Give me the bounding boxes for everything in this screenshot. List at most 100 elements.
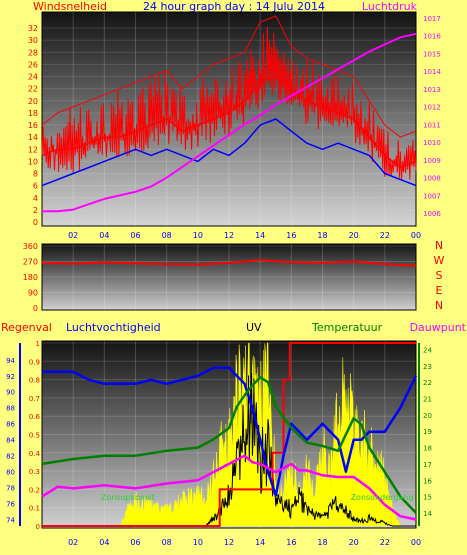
gust-line	[41, 118, 417, 187]
humidity-tick-label: 90	[6, 389, 15, 397]
temperature-tick-label: 23	[423, 363, 432, 371]
wind-max-line	[41, 15, 417, 138]
direction-tick-label: 0	[33, 304, 38, 313]
wind-average-line	[41, 75, 417, 169]
rain-tick-label: 0.7	[29, 395, 40, 403]
pressure-tick-label: 1014	[423, 68, 441, 76]
hour-tick-label: 06	[130, 538, 140, 547]
temperature-tick-label: 22	[423, 379, 432, 387]
humidity-legend-label: Luchtvochtigheid	[66, 321, 161, 334]
hour-tick-label: 14	[255, 231, 265, 240]
direction-axis-ticks: 0 90 180 270 360	[23, 242, 38, 313]
wind-tick-label: 4	[33, 194, 38, 203]
compass-label: E	[436, 284, 443, 297]
temperature-tick-label: 20	[423, 412, 432, 420]
humidity-tick-label: 86	[6, 421, 15, 429]
humidity-tick-label: 94	[6, 357, 15, 365]
rain-tick-label: 0.9	[29, 358, 40, 366]
pressure-tick-label: 1007	[423, 192, 441, 200]
wind-tick-label: 24	[28, 73, 38, 82]
rain-tick-label: 0.3	[29, 468, 40, 476]
uv-legend-label: UV	[246, 321, 262, 334]
hour-tick-label: 12	[224, 538, 234, 547]
hour-tick-label: 08	[162, 538, 172, 547]
temperature-tick-label: 14	[423, 510, 432, 518]
hour-tick-label: 22	[380, 231, 390, 240]
pressure-tick-label: 1009	[423, 157, 441, 165]
hour-axis-ticks: 02 04 06 08 10 12 14 16 18 20 22 00	[68, 538, 421, 547]
hour-tick-label: 06	[130, 231, 140, 240]
wind-tick-label: 32	[28, 24, 38, 33]
pressure-tick-label: 1015	[423, 50, 441, 58]
rain-tick-label: 0	[36, 523, 40, 531]
wind-tick-label: 20	[28, 97, 38, 106]
humidity-line	[42, 366, 418, 497]
direction-tick-label: 270	[23, 258, 38, 267]
humidity-tick-label: 76	[6, 501, 15, 509]
temperature-tick-label: 24	[423, 347, 432, 355]
wind-tick-label: 16	[28, 121, 38, 130]
direction-tick-label: 180	[23, 273, 38, 282]
humidity-tick-label: 92	[6, 373, 15, 381]
compass-label: N	[435, 239, 443, 252]
humidity-tick-label: 82	[6, 453, 15, 461]
temperature-line	[41, 376, 417, 514]
wind-tick-label: 18	[28, 109, 38, 118]
hour-tick-label: 10	[193, 538, 203, 547]
temperature-tick-label: 17	[423, 461, 432, 469]
wind-tick-label: 12	[28, 145, 38, 154]
pressure-tick-label: 1017	[423, 15, 441, 23]
hour-tick-label: 02	[68, 231, 78, 240]
wind-tick-label: 28	[28, 48, 38, 57]
sunset-label: Zonsondergang	[351, 493, 414, 502]
wind-pressure-panel: 24 hour graph day : 14 Julu 2014 Windsne…	[28, 0, 442, 240]
pressure-axis-label: Luchtdruk	[362, 0, 418, 13]
hour-tick-label: 12	[224, 231, 234, 240]
compass-label: S	[436, 269, 443, 282]
sunrise-label: Zonsopkomst	[101, 493, 155, 502]
compass-label: N	[435, 299, 443, 312]
dewpoint-line	[41, 454, 417, 521]
temperature-axis-ticks: 14 15 16 17 18 19 20 21 22 23 24	[418, 343, 432, 526]
chart-title: 24 hour graph day : 14 Julu 2014	[143, 0, 325, 13]
rain-tick-label: 1	[36, 340, 40, 348]
wind-tick-label: 30	[28, 36, 38, 45]
pressure-tick-label: 1008	[423, 175, 441, 183]
hour-tick-label: 00	[411, 538, 421, 547]
rain-tick-label: 0.1	[29, 505, 40, 513]
humidity-tick-label: 84	[6, 437, 15, 445]
wind-tick-label: 0	[33, 218, 38, 227]
rain-line	[42, 342, 416, 527]
rain-legend-label: Regenval	[1, 321, 52, 334]
wind-tick-label: 6	[33, 182, 38, 191]
pressure-tick-label: 1006	[423, 210, 441, 218]
temperature-tick-label: 16	[423, 477, 432, 485]
rain-tick-label: 0.4	[29, 450, 41, 458]
series	[41, 259, 417, 267]
hour-tick-label: 08	[162, 231, 172, 240]
wind-tick-label: 26	[28, 60, 38, 69]
wind-tick-label: 10	[28, 157, 38, 166]
humidity-tick-label: 88	[6, 405, 15, 413]
temperature-tick-label: 15	[423, 494, 432, 502]
hour-tick-label: 20	[349, 538, 359, 547]
hour-tick-label: 14	[255, 538, 265, 547]
wind-tick-label: 22	[28, 85, 38, 94]
hour-tick-label: 22	[380, 538, 390, 547]
series	[41, 342, 418, 527]
direction-tick-label: 360	[23, 242, 38, 251]
series	[41, 15, 417, 213]
wind-tick-label: 14	[28, 133, 38, 142]
wind-tick-label: 2	[33, 206, 38, 215]
rain-tick-label: 0.5	[29, 432, 40, 440]
wind-speed-line	[41, 26, 417, 181]
pressure-tick-label: 1012	[423, 104, 441, 112]
rain-tick-label: 0.8	[29, 377, 40, 385]
hour-tick-label: 10	[193, 231, 203, 240]
hour-tick-label: 04	[99, 538, 109, 547]
hour-tick-label: 02	[68, 538, 78, 547]
humidity-axis-ticks: 74 76 78 80 82 84 86 88 90 92 94	[6, 357, 15, 525]
